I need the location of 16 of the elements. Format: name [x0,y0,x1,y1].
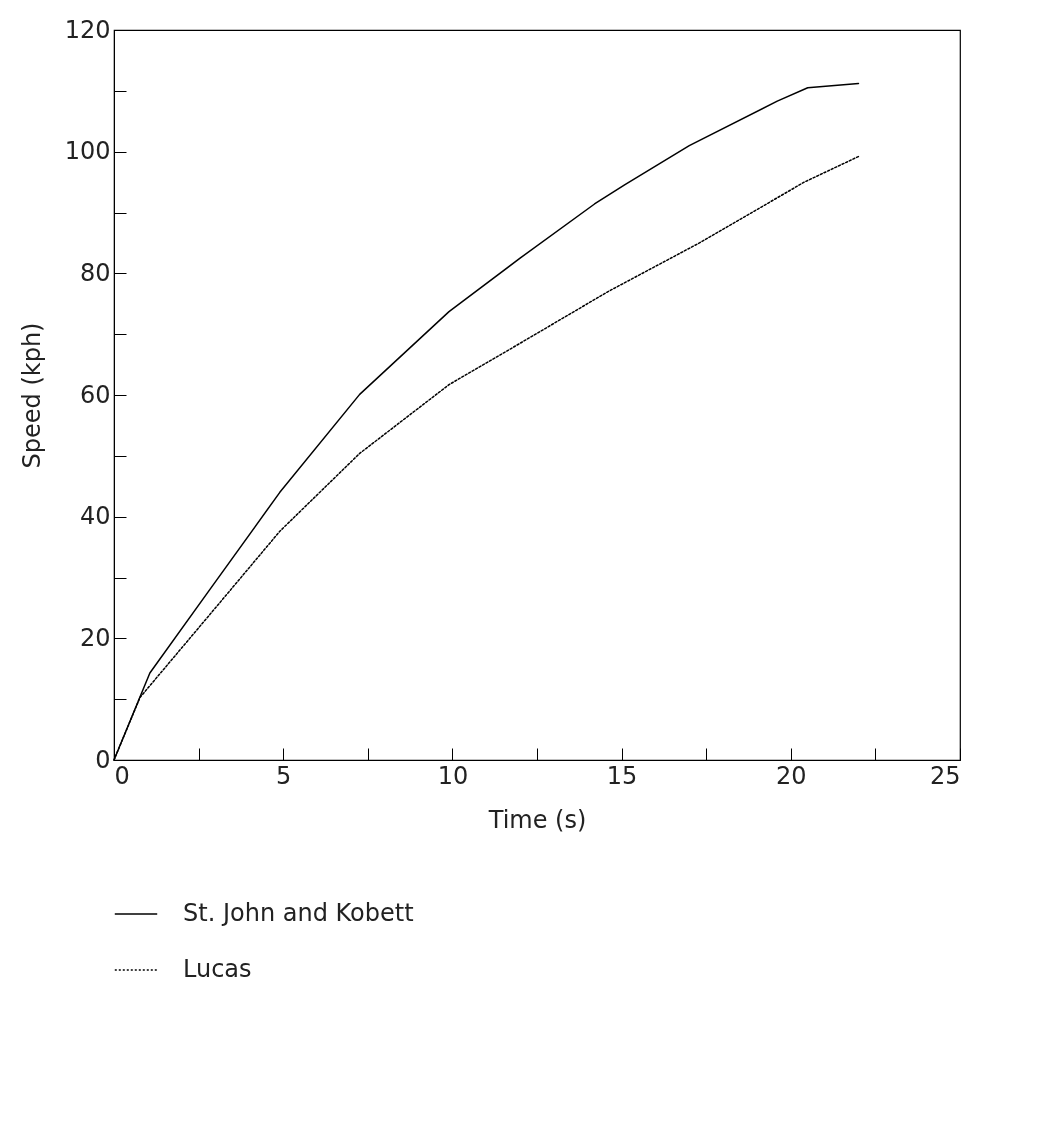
x-tick-label: 15 [606,761,638,790]
y-tick-label: 120 [64,15,111,44]
legend-label: St. John and Kobett [183,899,414,927]
x-tick-label: 5 [276,761,292,790]
x-axis-title: Time (s) [487,805,587,834]
x-tick-label: 0 [114,761,130,790]
legend-label: Lucas [183,955,252,983]
y-tick-label: 80 [79,258,111,287]
y-tick-label: 100 [64,137,111,166]
y-tick-label: 60 [79,380,111,409]
x-tick-label: 10 [437,761,469,790]
y-axis-title: Speed (kph) [17,322,46,469]
y-tick-label: 20 [79,623,111,652]
y-tick-label: 40 [79,502,111,531]
x-tick-label: 20 [776,761,807,790]
x-tick-label: 25 [929,761,961,790]
